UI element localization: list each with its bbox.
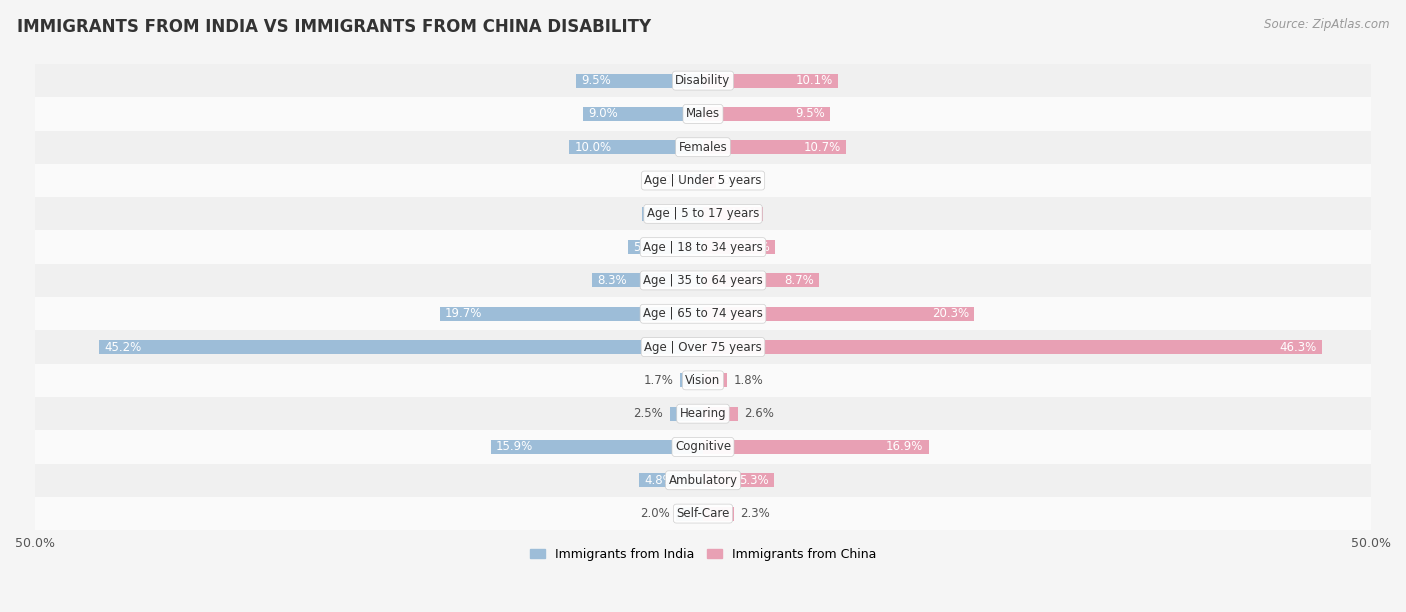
Text: 10.7%: 10.7%	[803, 141, 841, 154]
Bar	[676, 507, 703, 521]
Bar	[689, 174, 703, 187]
Text: 5.6%: 5.6%	[634, 241, 664, 253]
Text: 8.7%: 8.7%	[785, 274, 814, 287]
Text: 4.5%: 4.5%	[728, 207, 758, 220]
Bar	[703, 473, 773, 487]
Bar	[35, 397, 1371, 430]
Text: Males: Males	[686, 108, 720, 121]
Bar	[703, 407, 738, 420]
Bar	[35, 130, 1371, 164]
Bar	[703, 507, 734, 521]
Text: 20.3%: 20.3%	[932, 307, 969, 320]
Bar	[35, 430, 1371, 464]
Bar	[638, 473, 703, 487]
Text: 15.9%: 15.9%	[496, 441, 533, 453]
Bar	[592, 274, 703, 288]
Text: 8.3%: 8.3%	[598, 274, 627, 287]
Bar	[703, 440, 929, 454]
Text: 45.2%: 45.2%	[104, 340, 142, 354]
Text: 10.1%: 10.1%	[796, 74, 832, 87]
Bar	[703, 107, 830, 121]
Text: Age | 5 to 17 years: Age | 5 to 17 years	[647, 207, 759, 220]
Text: 0.96%: 0.96%	[723, 174, 759, 187]
Text: 10.0%: 10.0%	[575, 141, 612, 154]
Text: 2.3%: 2.3%	[741, 507, 770, 520]
Bar	[703, 140, 846, 154]
Bar	[703, 373, 727, 387]
Text: 5.3%: 5.3%	[738, 474, 769, 487]
Text: Age | Under 5 years: Age | Under 5 years	[644, 174, 762, 187]
Text: 1.7%: 1.7%	[644, 374, 673, 387]
Text: 9.5%: 9.5%	[794, 108, 824, 121]
Text: Age | Over 75 years: Age | Over 75 years	[644, 340, 762, 354]
Bar	[35, 97, 1371, 130]
Text: Source: ZipAtlas.com: Source: ZipAtlas.com	[1264, 18, 1389, 31]
Bar	[681, 373, 703, 387]
Bar	[641, 207, 703, 221]
Text: 9.5%: 9.5%	[582, 74, 612, 87]
Bar	[35, 164, 1371, 197]
Text: Cognitive: Cognitive	[675, 441, 731, 453]
Bar	[628, 240, 703, 254]
Bar	[35, 464, 1371, 497]
Text: 19.7%: 19.7%	[446, 307, 482, 320]
Text: 5.4%: 5.4%	[740, 241, 770, 253]
Bar	[703, 73, 838, 88]
Text: 2.6%: 2.6%	[744, 407, 775, 420]
Bar	[582, 107, 703, 121]
Bar	[35, 197, 1371, 231]
Text: 1.0%: 1.0%	[654, 174, 683, 187]
Text: Age | 65 to 74 years: Age | 65 to 74 years	[643, 307, 763, 320]
Text: 16.9%: 16.9%	[886, 441, 924, 453]
Bar	[669, 407, 703, 420]
Text: Ambulatory: Ambulatory	[668, 474, 738, 487]
Bar	[703, 340, 1322, 354]
Text: Age | 18 to 34 years: Age | 18 to 34 years	[643, 241, 763, 253]
Text: Self-Care: Self-Care	[676, 507, 730, 520]
Bar	[35, 64, 1371, 97]
Text: 9.0%: 9.0%	[588, 108, 617, 121]
Text: Hearing: Hearing	[679, 407, 727, 420]
Bar	[703, 240, 775, 254]
Bar	[703, 274, 820, 288]
Bar	[35, 330, 1371, 364]
Bar	[703, 174, 716, 187]
Text: Age | 35 to 64 years: Age | 35 to 64 years	[643, 274, 763, 287]
Bar	[440, 307, 703, 321]
Text: Females: Females	[679, 141, 727, 154]
Text: 2.5%: 2.5%	[633, 407, 662, 420]
Bar	[35, 264, 1371, 297]
Bar	[35, 297, 1371, 330]
Text: 46.3%: 46.3%	[1279, 340, 1316, 354]
Bar	[35, 231, 1371, 264]
Bar	[491, 440, 703, 454]
Text: 2.0%: 2.0%	[640, 507, 669, 520]
Bar	[569, 140, 703, 154]
Bar	[35, 497, 1371, 530]
Text: 1.8%: 1.8%	[734, 374, 763, 387]
Bar	[703, 207, 763, 221]
Bar	[576, 73, 703, 88]
Text: 4.8%: 4.8%	[644, 474, 673, 487]
Legend: Immigrants from India, Immigrants from China: Immigrants from India, Immigrants from C…	[524, 543, 882, 566]
Bar	[35, 364, 1371, 397]
Text: IMMIGRANTS FROM INDIA VS IMMIGRANTS FROM CHINA DISABILITY: IMMIGRANTS FROM INDIA VS IMMIGRANTS FROM…	[17, 18, 651, 36]
Bar	[703, 307, 974, 321]
Bar	[100, 340, 703, 354]
Text: Vision: Vision	[685, 374, 721, 387]
Text: Disability: Disability	[675, 74, 731, 87]
Text: 4.6%: 4.6%	[647, 207, 676, 220]
